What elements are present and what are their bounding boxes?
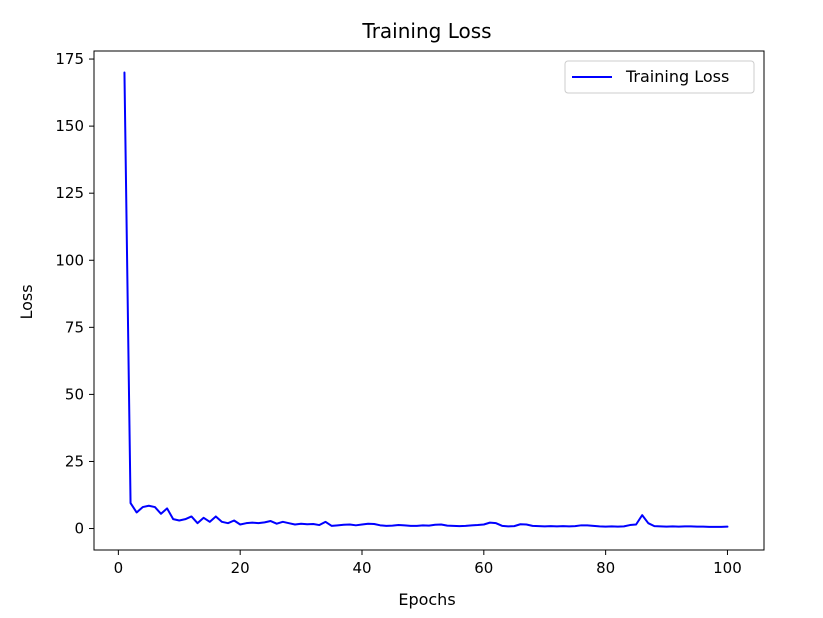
y-tick-label: 50: [65, 385, 84, 403]
y-tick-label: 75: [65, 318, 84, 336]
y-tick-label: 0: [74, 520, 84, 538]
y-tick-label: 175: [55, 50, 84, 68]
x-tick-label: 0: [114, 559, 124, 577]
x-tick-label: 60: [474, 559, 493, 577]
series-line-training-loss: [123, 71, 729, 528]
y-axis-label: Loss: [17, 284, 36, 319]
y-tick-label: 100: [55, 251, 84, 269]
series-layer: [123, 71, 729, 528]
x-tick-label: 20: [231, 559, 250, 577]
x-axis-label: Epochs: [398, 590, 455, 609]
x-tick-label: 40: [352, 559, 371, 577]
x-tick-label: 100: [713, 559, 742, 577]
legend-box: [564, 60, 755, 94]
chart-title: Training Loss: [361, 19, 491, 43]
y-tick-label: 25: [65, 452, 84, 470]
x-tick-label: 80: [596, 559, 615, 577]
legend: Training Loss: [564, 60, 755, 94]
y-tick-label: 125: [55, 184, 84, 202]
y-axis-ticks: 0 25 50 75 100 125 150 175: [55, 50, 94, 538]
y-tick-label: 150: [55, 117, 84, 135]
axes-frame: [93, 50, 765, 551]
plot-area: [93, 50, 765, 551]
legend-label: Training Loss: [625, 67, 729, 86]
x-axis-ticks: 0 20 40 60 80 100: [114, 550, 742, 577]
